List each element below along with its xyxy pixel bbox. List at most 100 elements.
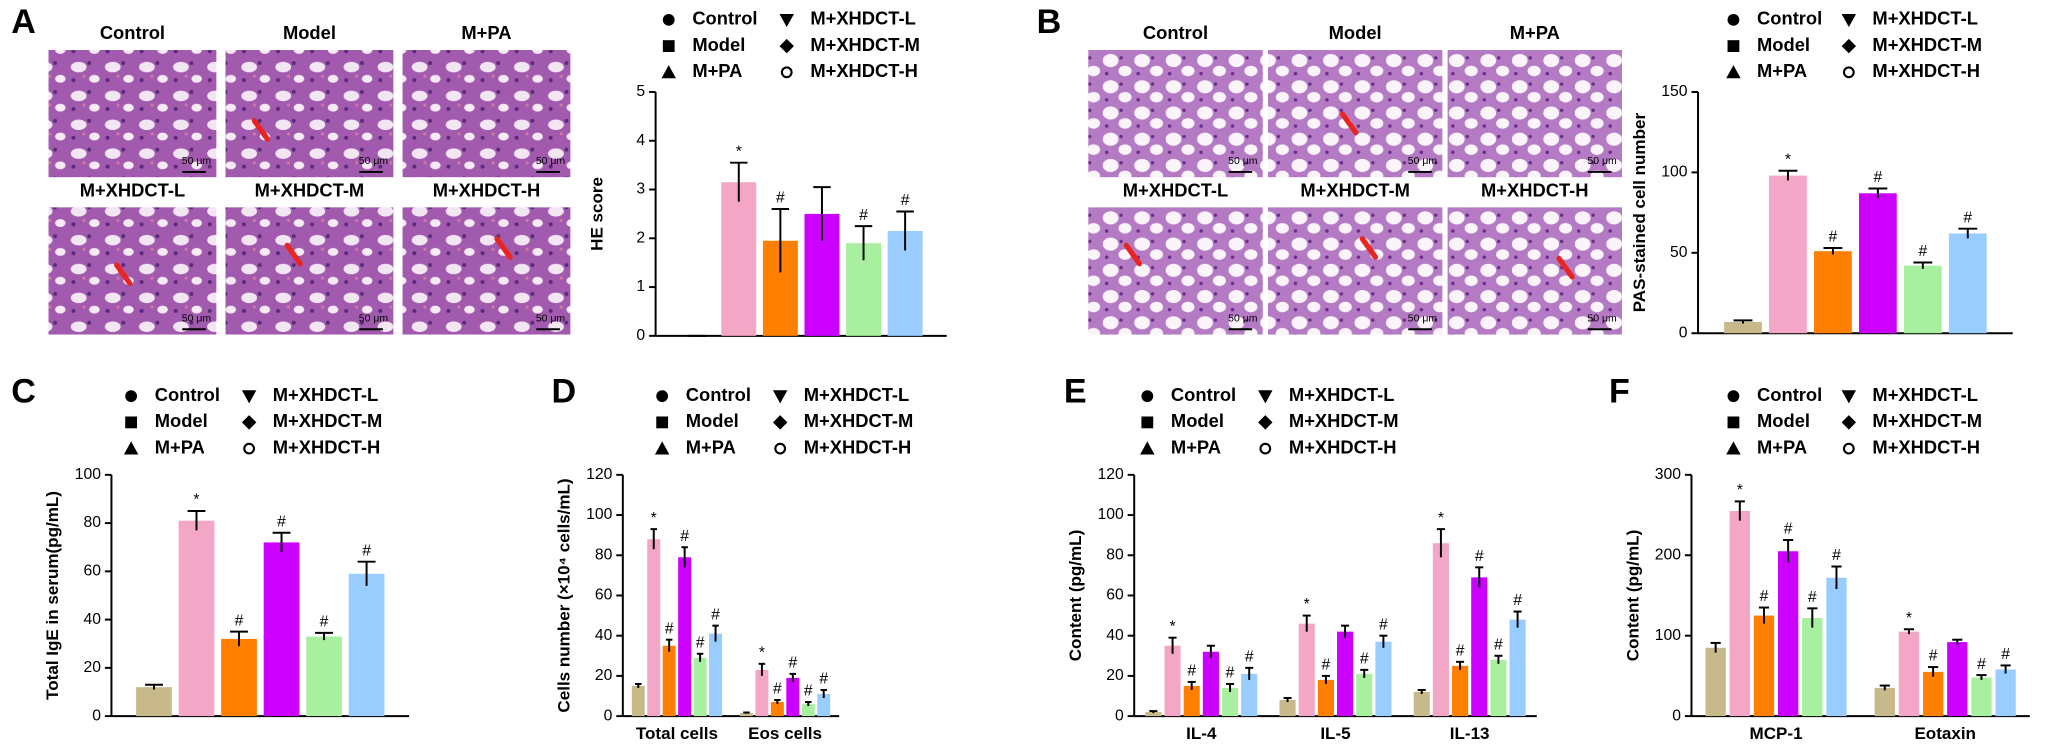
bar: [693, 657, 707, 717]
bar: [1705, 647, 1726, 717]
bar: [1769, 175, 1807, 334]
x-tick-label: Eos cells: [748, 724, 822, 743]
bar: [1490, 659, 1507, 717]
legend-label: M+PA: [692, 60, 742, 81]
legend-label: Control: [686, 384, 751, 405]
legend-label: Model: [1757, 410, 1810, 431]
significance: #: [1322, 657, 1331, 674]
significance: #: [1245, 649, 1254, 666]
bar: [221, 638, 257, 717]
image-title: Model: [283, 22, 336, 43]
significance: #: [2001, 646, 2010, 663]
micrograph: [48, 207, 217, 335]
y-tick-label: 40: [1106, 627, 1124, 644]
significance: #: [362, 542, 371, 559]
y-tick-label: 4: [636, 132, 645, 149]
image-title: M+XHDCT-L: [1123, 179, 1228, 200]
y-tick-label: 100: [1655, 627, 1681, 644]
y-tick-label: 80: [595, 546, 613, 563]
legend-marker: [1841, 390, 1857, 404]
legend-marker: [1727, 390, 1740, 403]
legend-marker: [1842, 66, 1855, 79]
legend-label: M+XHDCT-H: [1289, 436, 1397, 457]
legend-marker: [1259, 442, 1272, 455]
significance: #: [1760, 588, 1769, 605]
significance: #: [1360, 651, 1369, 668]
y-tick-label: 20: [595, 667, 613, 684]
legend-label: Model: [155, 410, 208, 431]
micrograph: [1447, 207, 1622, 335]
arrow: [284, 242, 303, 267]
micrograph: [402, 50, 571, 178]
bar: [136, 687, 172, 717]
legend-label: M+XHDCT-M: [810, 34, 920, 55]
panel-letter: B: [1037, 3, 1062, 41]
y-tick-label: 3: [636, 181, 645, 198]
legend-label: M+PA: [155, 436, 205, 457]
legend-marker: [123, 441, 139, 455]
y-axis-label: PAS-stained cell number: [1630, 113, 1649, 313]
y-tick-label: 100: [586, 506, 612, 523]
significance: #: [680, 528, 689, 545]
bar: [1858, 193, 1897, 334]
y-tick-label: 20: [1106, 667, 1124, 684]
y-axis-label: Cells number (×10⁴ cells/mL): [555, 478, 574, 712]
bar: [1337, 631, 1354, 717]
legend-label: M+XHDCT-L: [810, 8, 915, 29]
legend-label: M+XHDCT-H: [1872, 60, 1980, 81]
x-tick-label: IL-13: [1450, 724, 1490, 743]
y-tick-label: 200: [1655, 546, 1681, 563]
bar: [1202, 651, 1219, 717]
bar: [631, 685, 645, 717]
significance: *: [736, 143, 742, 160]
significance: *: [1438, 510, 1444, 527]
bar: [786, 677, 800, 717]
legend-marker: [1841, 38, 1857, 54]
bar: [1874, 687, 1895, 717]
scale-label: 50 μm: [182, 314, 212, 325]
bar: [801, 704, 815, 717]
significance: #: [1379, 616, 1388, 633]
significance: #: [277, 513, 286, 530]
legend-label: Model: [686, 410, 739, 431]
legend-marker: [1841, 13, 1857, 28]
legend-label: M+PA: [1757, 60, 1807, 81]
significance: #: [1808, 589, 1817, 606]
significance: #: [1873, 169, 1882, 186]
significance: #: [1963, 209, 1972, 226]
micrograph: [1447, 50, 1622, 178]
bar: [1724, 321, 1762, 334]
legend-label: M+XHDCT-H: [804, 436, 912, 457]
legend-marker: [1841, 415, 1857, 430]
panel-letter: D: [552, 373, 577, 411]
y-axis-label: Content (pg/mL): [1623, 530, 1642, 662]
legend-marker: [241, 390, 257, 404]
significance: #: [665, 620, 674, 637]
significance: *: [193, 492, 199, 509]
bar: [263, 542, 300, 717]
significance: #: [1456, 642, 1465, 659]
x-tick-label: IL-5: [1320, 724, 1350, 743]
panel-letter: C: [11, 373, 36, 411]
y-tick-label: 100: [75, 466, 101, 483]
y-tick-label: 50: [1670, 244, 1688, 261]
scale-label: 50 μm: [1587, 156, 1617, 167]
image-title: M+XHDCT-L: [80, 179, 185, 200]
legend-marker: [654, 441, 670, 455]
legend-label: M+XHDCT-L: [1872, 8, 1977, 29]
significance: *: [1304, 596, 1310, 613]
bar: [1471, 577, 1488, 717]
legend-marker: [1141, 390, 1154, 403]
significance: #: [788, 655, 797, 672]
significance: #: [1226, 665, 1235, 682]
legend-marker: [1726, 65, 1741, 79]
image-title: Control: [1143, 22, 1208, 43]
bar: [709, 633, 723, 717]
legend-marker: [661, 65, 676, 79]
legend-marker: [779, 13, 794, 28]
significance: #: [859, 207, 868, 224]
y-tick-label: 40: [595, 627, 613, 644]
bar: [1922, 671, 1944, 717]
scale-label: 50 μm: [1408, 314, 1438, 325]
